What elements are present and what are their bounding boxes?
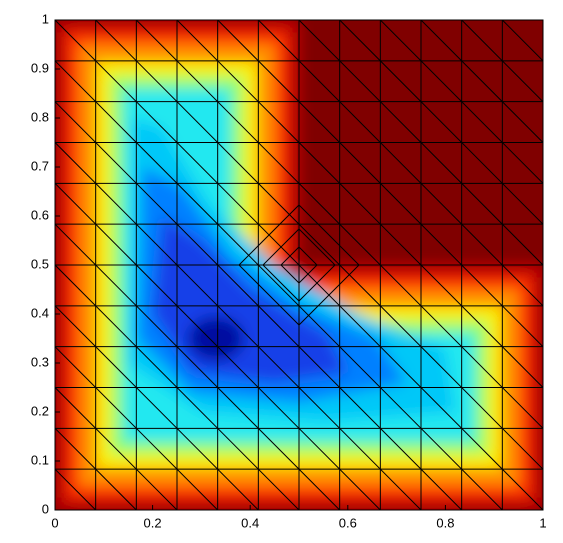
y-tick-label: 0.5 (31, 256, 49, 271)
mesh-line (262, 228, 336, 302)
mesh-line (238, 204, 360, 326)
mesh-line (55, 345, 219, 510)
mesh-line (55, 141, 422, 510)
mesh-line (420, 20, 543, 144)
mesh-line (55, 182, 381, 510)
mesh-line (55, 223, 341, 510)
y-tick-label: 0.4 (31, 305, 49, 320)
mesh (55, 20, 543, 510)
y-tick-label: 0.7 (31, 158, 49, 173)
mesh-line (298, 20, 543, 266)
mesh-line (55, 100, 463, 510)
mesh-line (176, 20, 543, 389)
mesh-line (379, 20, 543, 185)
mesh-line (217, 20, 543, 348)
y-tick-label: 0.1 (31, 452, 49, 467)
x-tick-label: 0.6 (339, 515, 357, 530)
x-tick-label: 1 (539, 515, 546, 530)
y-tick-label: 0.9 (31, 60, 49, 75)
x-tick-label: 0.2 (144, 515, 162, 530)
y-tick-label: 0.2 (31, 403, 49, 418)
y-tick-label: 1 (42, 11, 49, 26)
mesh-line (95, 20, 543, 470)
y-tick-label: 0.3 (31, 354, 49, 369)
y-tick-label: 0.6 (31, 207, 49, 222)
mesh-line (339, 20, 543, 225)
mesh-line (55, 20, 543, 510)
x-tick-label: 0 (51, 515, 58, 530)
mesh-line (55, 264, 300, 510)
mesh-line (55, 305, 259, 510)
mesh-line (257, 20, 543, 307)
field-layer (188, 316, 245, 361)
mesh-line (542, 20, 543, 21)
mesh-line (55, 60, 503, 510)
y-tick-label: 0 (42, 501, 49, 516)
x-tick-label: 0.4 (241, 515, 259, 530)
y-tick-label: 0.8 (31, 109, 49, 124)
x-tick-label: 0.8 (436, 515, 454, 530)
mesh-line (55, 386, 178, 510)
mesh-line (280, 246, 318, 284)
